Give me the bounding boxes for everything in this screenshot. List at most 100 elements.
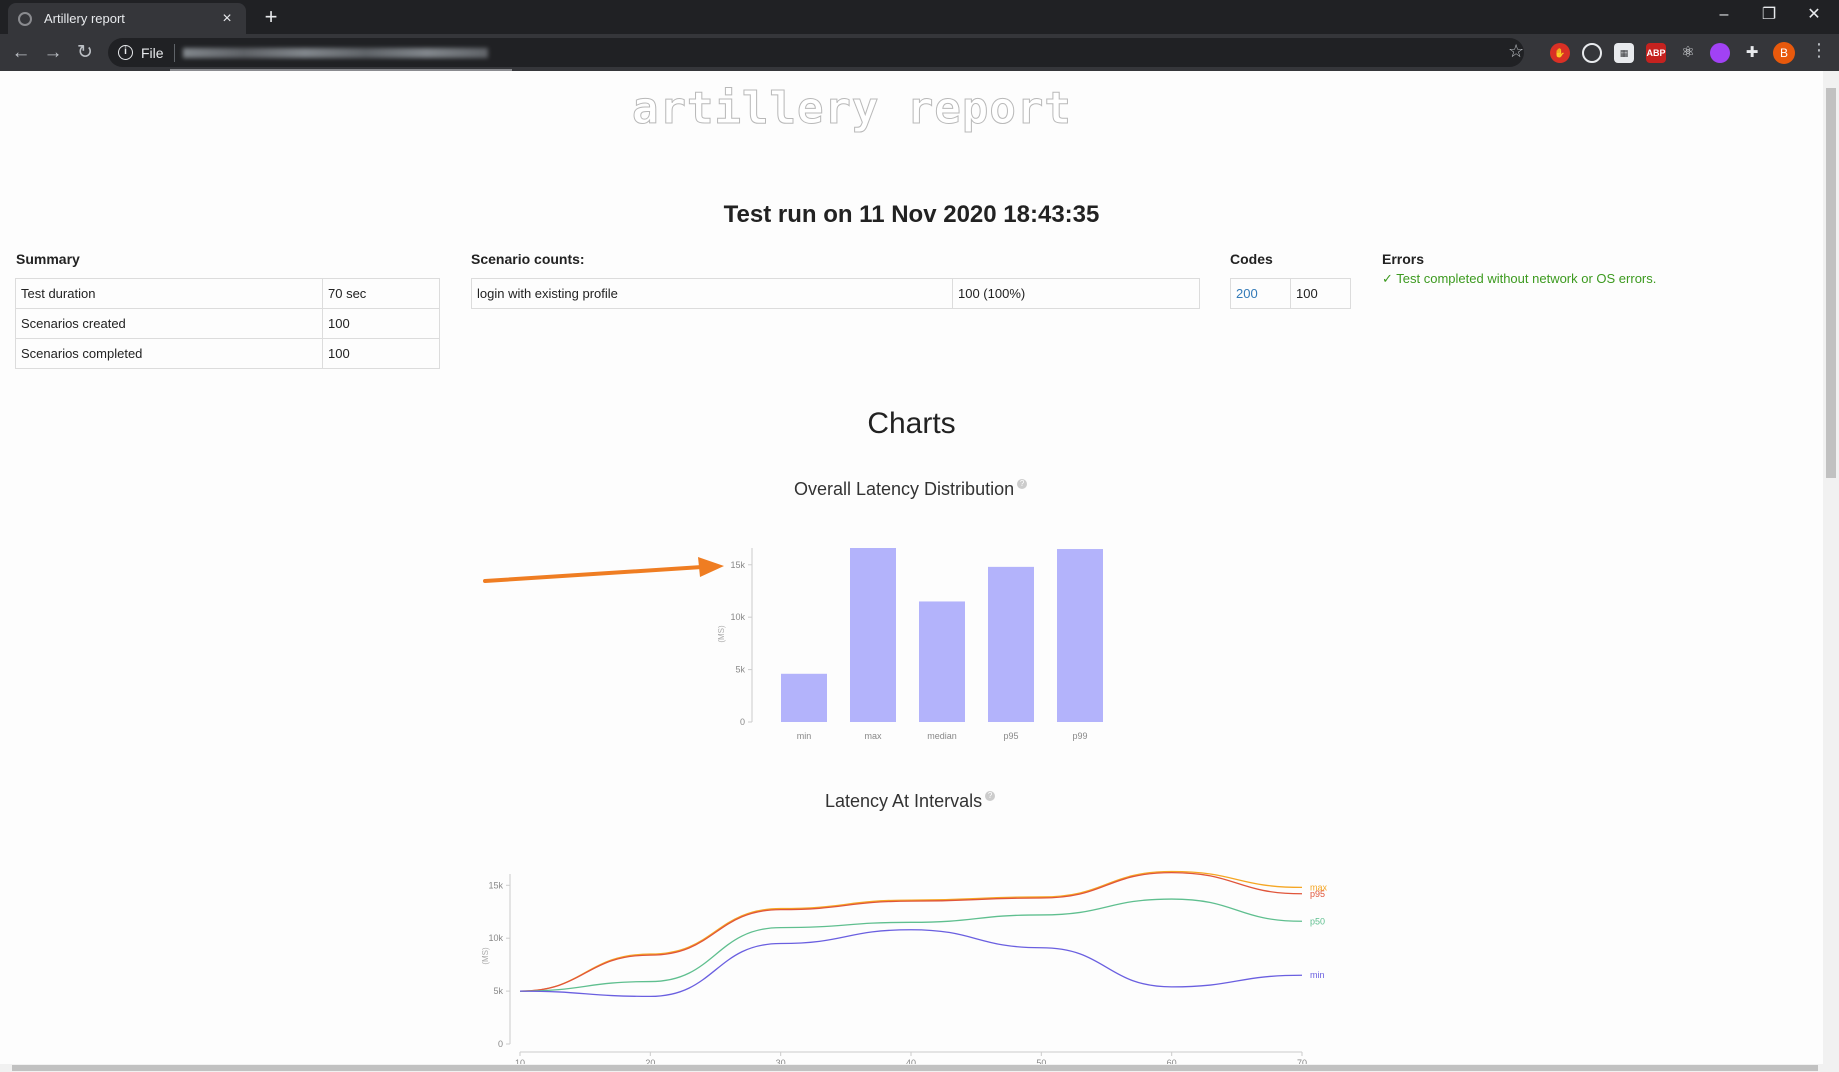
y-tick-label: 15k [488, 880, 503, 890]
x-tick-label: p99 [1072, 731, 1087, 741]
help-icon[interactable]: ? [1017, 479, 1028, 489]
extension-purple-icon[interactable] [1710, 43, 1730, 63]
latency-intervals-title: Latency At Intervals? [825, 791, 996, 812]
codes-heading: Codes [1230, 251, 1273, 267]
scenario-counts-heading: Scenario counts: [471, 251, 585, 267]
table-row: Scenarios created 100 [15, 308, 440, 339]
report-page: artillery report Test run on 11 Nov 2020… [0, 71, 1823, 1064]
y-tick-label: 5k [735, 665, 745, 675]
annotation-arrow [483, 557, 724, 583]
series-line-p50 [519, 898, 1303, 992]
vertical-scroll-thumb[interactable] [1826, 88, 1836, 478]
scenario-counts-table: login with existing profile 100 (100%) [471, 278, 1200, 309]
summary-value: 100 [322, 338, 440, 369]
x-tick-label: 60 [1167, 1058, 1177, 1064]
scenario-value: 100 (100%) [952, 278, 1200, 309]
y-tick-label: 15k [730, 560, 745, 570]
latency-distribution-title: Overall Latency Distribution? [794, 479, 1028, 500]
x-tick-label: median [927, 731, 957, 741]
summary-label: Scenarios completed [15, 338, 323, 369]
url-underline [170, 69, 512, 72]
globe-icon [18, 11, 32, 26]
summary-label: Test duration [15, 278, 323, 309]
bar-p99 [1057, 549, 1103, 722]
y-axis-label: (MS) [717, 625, 726, 643]
table-row: login with existing profile 100 (100%) [471, 278, 1200, 309]
status-code-link[interactable]: 200 [1230, 278, 1291, 309]
restore-icon[interactable]: ❐ [1761, 6, 1777, 23]
new-tab-button[interactable]: + [264, 4, 278, 29]
series-label-max: max [1310, 882, 1328, 892]
react-devtools-icon[interactable]: ⚛ [1681, 44, 1695, 61]
summary-value: 100 [322, 308, 440, 339]
y-tick-label: 10k [488, 933, 503, 943]
latency-distribution-chart: 0 5k 10k 15k (MS) min max median p95 p99 [717, 548, 1103, 741]
y-tick-label: 0 [740, 717, 745, 727]
bar-p95 [988, 566, 1034, 722]
extension-qr-icon[interactable]: ▦ [1614, 43, 1634, 63]
bookmark-star-icon[interactable]: ☆ [1508, 41, 1525, 61]
x-tick-label: 30 [776, 1058, 786, 1064]
summary-table: Test duration 70 sec Scenarios created 100… [15, 278, 440, 369]
help-icon[interactable]: ? [985, 791, 996, 801]
table-row: Scenarios completed 100 [15, 338, 440, 369]
x-tick-label: 10 [515, 1058, 525, 1064]
summary-heading: Summary [16, 251, 80, 267]
chart-title-text: Overall Latency Distribution [794, 479, 1015, 499]
browser-toolbar: ← → ↻ i File ☆ ✋ ▦ ABP ⚛ ✚ B ⋮ [0, 34, 1839, 71]
bar-median [919, 601, 965, 722]
y-tick-label: 5k [493, 986, 503, 996]
errors-heading: Errors [1382, 251, 1425, 267]
summary-label: Scenarios created [15, 308, 323, 339]
close-window-icon[interactable]: ✕ [1807, 6, 1821, 23]
errors-message: ✓ Test completed without network or OS e… [1382, 271, 1657, 286]
x-tick-label: 20 [645, 1058, 655, 1064]
scenario-label: login with existing profile [471, 278, 953, 309]
close-tab-icon[interactable]: × [222, 9, 232, 27]
series-label-p50: p50 [1310, 916, 1325, 926]
bar-max [850, 548, 896, 722]
blurred-url [182, 47, 488, 58]
x-tick-label: max [864, 731, 882, 741]
series-line-max [519, 870, 1303, 992]
menu-kebab-icon[interactable]: ⋮ [1810, 40, 1828, 60]
back-icon[interactable]: ← [11, 42, 31, 63]
minimize-icon[interactable]: – [1719, 6, 1729, 23]
omnibox-divider [173, 43, 175, 62]
page-title: Test run on 11 Nov 2020 18:43:35 [723, 201, 1100, 228]
tab-title: Artillery report [44, 11, 125, 26]
series-label-min: min [1310, 970, 1325, 980]
series-line-min [519, 929, 1303, 998]
x-tick-label: 50 [1036, 1058, 1046, 1064]
reload-icon[interactable]: ↻ [77, 42, 93, 63]
status-code-count: 100 [1290, 278, 1351, 309]
y-tick-label: 0 [498, 1039, 503, 1049]
horizontal-scroll-thumb[interactable] [12, 1065, 1818, 1071]
tab-artillery-report[interactable]: Artillery report × [8, 3, 246, 34]
charts-heading: Charts [867, 407, 956, 440]
table-row: Test duration 70 sec [15, 278, 440, 309]
extensions-puzzle-icon[interactable]: ✚ [1745, 44, 1759, 61]
info-icon[interactable]: i [118, 45, 133, 60]
extension-stop-icon[interactable]: ✋ [1550, 43, 1570, 63]
table-row: 200 100 [1230, 278, 1351, 309]
forward-icon[interactable]: → [43, 42, 63, 63]
x-tick-label: p95 [1003, 731, 1018, 741]
series-line-p95 [519, 871, 1303, 992]
latency-intervals-chart: 05k10k15k(MS)10203040506070TIMEmaxp95p50… [481, 870, 1328, 1064]
artillery-logo: artillery report [632, 83, 1072, 135]
chart-title-text: Latency At Intervals [825, 791, 983, 811]
bar-min [781, 673, 827, 722]
codes-table: 200 100 [1230, 278, 1351, 309]
extension-search-icon[interactable] [1582, 43, 1602, 63]
x-tick-label: min [797, 731, 812, 741]
address-bar[interactable]: i File [108, 38, 1524, 67]
browser-tab-strip: Artillery report × + – ❐ ✕ [0, 0, 1839, 34]
y-tick-label: 10k [730, 612, 745, 622]
profile-avatar[interactable]: B [1773, 42, 1795, 64]
url-scheme: File [141, 44, 164, 61]
x-tick-label: 70 [1297, 1058, 1307, 1064]
summary-value: 70 sec [322, 278, 440, 309]
x-tick-label: 40 [906, 1058, 916, 1064]
adblock-plus-icon[interactable]: ABP [1646, 43, 1666, 63]
